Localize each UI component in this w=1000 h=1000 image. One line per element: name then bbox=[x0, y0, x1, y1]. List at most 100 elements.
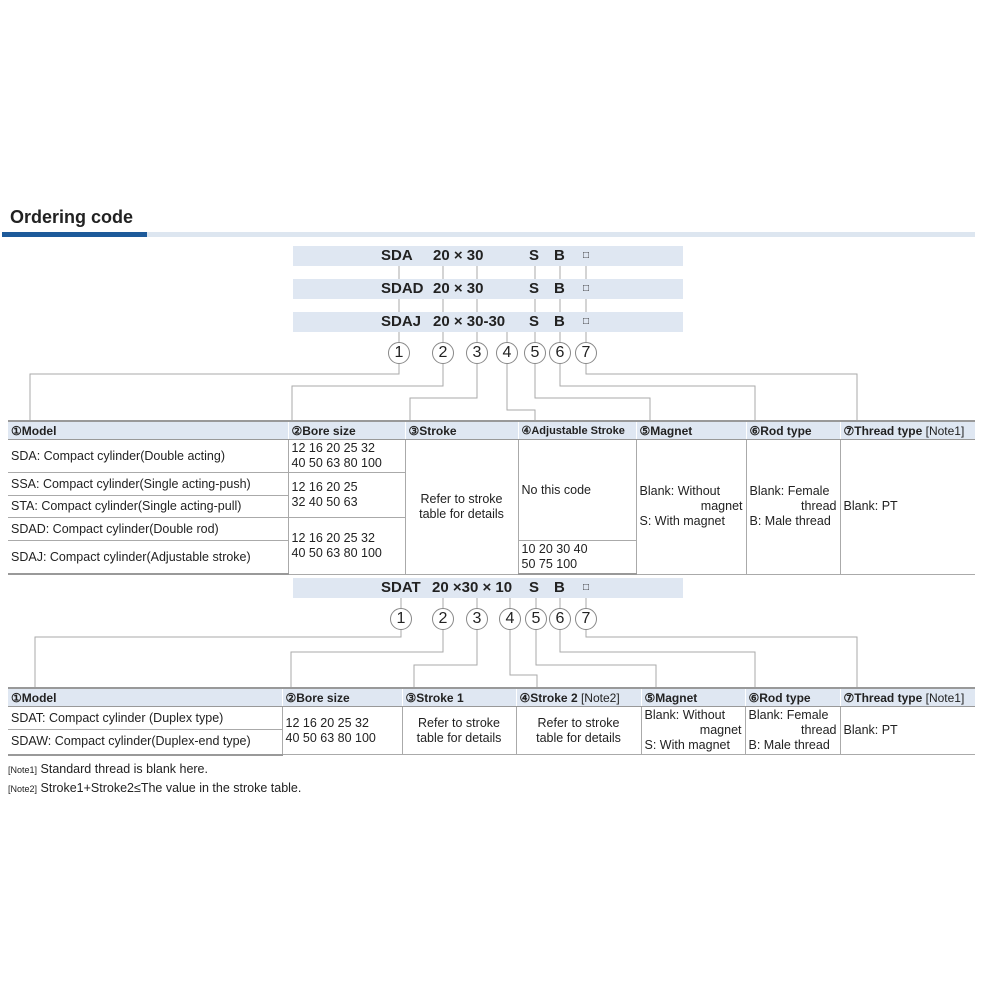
adjustable-stroke-values: 10 20 30 40 50 75 100 bbox=[517, 540, 636, 575]
header-rod: ⑥Rod type bbox=[744, 687, 840, 707]
stroke1-cell: Refer to stroke table for details bbox=[401, 706, 517, 755]
model-sda: SDA: Compact cylinder(Double acting) bbox=[8, 439, 289, 473]
table-row: SDAD: Compact cylinder(Double rod) 12 16… bbox=[8, 517, 975, 575]
header-magnet: ⑤Magnet bbox=[635, 420, 746, 440]
code-rod: B bbox=[554, 247, 565, 264]
stroke-line: table for details bbox=[419, 506, 504, 521]
table-row: SDA: Compact cylinder(Double acting) 12 … bbox=[8, 439, 975, 575]
bore-line: 32 40 50 63 bbox=[291, 495, 358, 509]
table-row: STA: Compact cylinder(Single acting-pull… bbox=[8, 495, 975, 518]
stroke2-cell: Refer to stroke table for details bbox=[515, 706, 642, 755]
model-ssa: SSA: Compact cylinder(Single acting-push… bbox=[8, 472, 289, 496]
code-rod: B bbox=[554, 313, 565, 330]
stroke-line: table for details bbox=[536, 730, 621, 745]
header-thread-label: ⑦Thread type bbox=[843, 690, 923, 705]
header-thread: ⑦Thread type [Note1] bbox=[839, 687, 975, 707]
code-rod: B bbox=[554, 280, 565, 297]
stroke-cell: Refer to stroke table for details bbox=[404, 439, 519, 575]
code-bore-stroke: 20 × 30 bbox=[433, 280, 484, 297]
title-underline bbox=[147, 232, 975, 237]
bore-line: 12 16 20 25 32 bbox=[291, 441, 375, 455]
code-bar-sdaj: SDAJ 20 × 30-30 S B □ bbox=[293, 312, 683, 332]
header-thread: ⑦Thread type [Note1] bbox=[839, 420, 975, 440]
adjustable-stroke-none: No this code bbox=[517, 439, 637, 541]
rod-cell: Blank: Female thread B: Male thread bbox=[744, 706, 841, 755]
magnet-line: S: With magnet bbox=[639, 514, 725, 529]
table-row: SDAJ: Compact cylinder(Adjustable stroke… bbox=[8, 540, 975, 575]
bore-sizes: 12 16 20 25 32 40 50 63 80 100 bbox=[287, 439, 406, 473]
callout-6: 6 bbox=[549, 342, 571, 364]
code-rod: B bbox=[554, 579, 565, 596]
code-thread-box: □ bbox=[583, 316, 590, 327]
callout-6: 6 bbox=[549, 608, 571, 630]
magnet-line: magnet bbox=[699, 723, 742, 737]
section-title: Ordering code bbox=[10, 207, 134, 227]
code-bore-stroke: 20 × 30-30 bbox=[433, 313, 506, 330]
code-thread-box: □ bbox=[583, 283, 590, 294]
header-rod: ⑥Rod type bbox=[745, 420, 840, 440]
code-model: SDAT bbox=[381, 579, 421, 596]
header-stroke2-label: ④Stroke 2 bbox=[519, 690, 578, 705]
title-underline-accent bbox=[2, 232, 147, 237]
bore-line: 12 16 20 25 bbox=[291, 480, 358, 494]
code-magnet: S bbox=[529, 247, 540, 264]
callout-4: 4 bbox=[496, 342, 518, 364]
table-row: SDAW: Compact cylinder(Duplex-end type) bbox=[8, 729, 975, 756]
code-thread-box: □ bbox=[583, 250, 590, 261]
bore-sizes: 12 16 20 25 32 40 50 63 bbox=[287, 472, 405, 518]
callout-7: 7 bbox=[575, 342, 597, 364]
model-sdat: SDAT: Compact cylinder (Duplex type) bbox=[8, 706, 283, 731]
model-sta: STA: Compact cylinder(Single acting-pull… bbox=[8, 495, 288, 518]
ordering-table-1: ①Model ②Bore size ③Stroke ④Adjustable St… bbox=[8, 420, 975, 575]
magnet-line: Blank: Without bbox=[644, 708, 726, 722]
code-magnet: S bbox=[529, 579, 540, 596]
stroke-line: table for details bbox=[416, 730, 502, 745]
note-ref: [Note1] bbox=[925, 690, 965, 705]
callout-2: 2 bbox=[432, 342, 454, 364]
rod-cell: Blank: Female thread B: Male thread bbox=[745, 439, 841, 575]
magnet-cell: Blank: Without magnet S: With magnet bbox=[635, 439, 747, 575]
code-magnet: S bbox=[529, 313, 540, 330]
callout-1: 1 bbox=[390, 608, 412, 630]
rod-line: B: Male thread bbox=[749, 514, 831, 529]
bore-line: 40 50 63 80 100 bbox=[291, 545, 382, 560]
code-bore-stroke: 20 ×30 × 10 bbox=[432, 579, 513, 596]
callout-3: 3 bbox=[466, 342, 488, 364]
bore-sizes: 12 16 20 25 32 40 50 63 80 100 bbox=[287, 517, 405, 575]
stroke-line: Refer to stroke bbox=[537, 715, 620, 730]
code-model: SDAJ bbox=[381, 313, 422, 330]
note-ref: [Note1] bbox=[8, 765, 38, 775]
note-text: Stroke1+Stroke2≤The value in the stroke … bbox=[40, 781, 302, 795]
header-stroke1: ③Stroke 1 bbox=[401, 687, 516, 707]
model-sdaw: SDAW: Compact cylinder(Duplex-end type) bbox=[8, 729, 282, 756]
callout-7: 7 bbox=[575, 608, 597, 630]
table-row: SDAT: Compact cylinder (Duplex type) 12 … bbox=[8, 706, 975, 755]
note-ref: [Note2] bbox=[8, 784, 38, 794]
ordering-table-2: ①Model ②Bore size ③Stroke 1 ④Stroke 2 [N… bbox=[8, 687, 975, 756]
rod-line: thread bbox=[801, 723, 837, 737]
code-magnet: S bbox=[529, 280, 540, 297]
code-model: SDAD bbox=[381, 280, 424, 297]
note-ref: [Note1] bbox=[925, 423, 965, 438]
table-header: ①Model ②Bore size ③Stroke ④Adjustable St… bbox=[8, 420, 975, 440]
stroke-line: Refer to stroke bbox=[420, 491, 503, 506]
code-bar-sdat: SDAT 20 ×30 × 10 S B □ bbox=[293, 578, 683, 598]
header-bore: ②Bore size bbox=[287, 420, 405, 440]
header-model: ①Model bbox=[8, 420, 288, 440]
code-model: SDA bbox=[381, 247, 413, 264]
magnet-line: Blank: Without bbox=[639, 484, 721, 499]
thread-cell: Blank: PT bbox=[839, 439, 975, 575]
rod-line: Blank: Female bbox=[749, 484, 830, 499]
bore-line: 12 16 20 25 32 bbox=[285, 715, 369, 730]
note-2: [Note2] Stroke1+Stroke2≤The value in the… bbox=[8, 781, 301, 795]
code-bar-sdad: SDAD 20 × 30 S B □ bbox=[293, 279, 683, 299]
note-ref: [Note2] bbox=[580, 690, 620, 705]
callout-5: 5 bbox=[525, 608, 547, 630]
callout-1: 1 bbox=[388, 342, 410, 364]
header-stroke: ③Stroke bbox=[404, 420, 518, 440]
stroke-line: Refer to stroke bbox=[418, 715, 500, 730]
model-sdad: SDAD: Compact cylinder(Double rod) bbox=[8, 517, 289, 541]
header-model: ①Model bbox=[8, 687, 282, 707]
